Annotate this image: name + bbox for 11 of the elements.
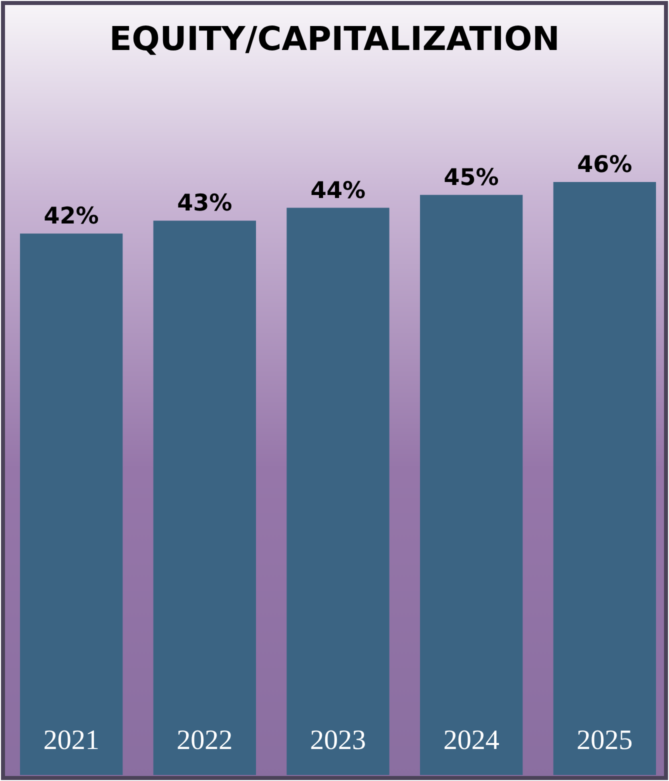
data-label: 45% [444, 164, 499, 191]
data-label: 44% [310, 178, 366, 204]
x-tick-label: 2022 [176, 725, 233, 756]
x-tick-label: 2021 [43, 725, 100, 756]
data-label: 43% [177, 190, 232, 217]
x-tick-label: 2024 [443, 725, 500, 756]
data-label: 42% [44, 204, 99, 230]
x-tick-label: 2025 [576, 725, 633, 756]
x-tick-label: 2023 [310, 725, 366, 756]
data-label: 46% [577, 152, 632, 178]
chart-title: EQUITY/CAPITALIZATION [109, 19, 560, 58]
